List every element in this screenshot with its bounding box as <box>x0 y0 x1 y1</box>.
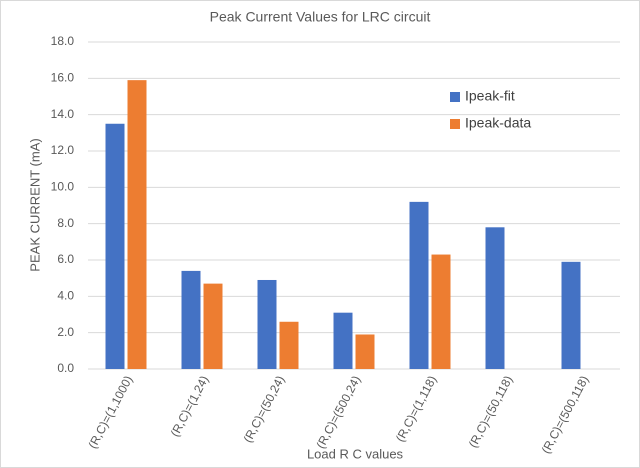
y-tick-label: 2.0 <box>57 325 74 339</box>
bar <box>333 312 353 369</box>
bar <box>355 334 375 369</box>
legend-label: Ipeak-data <box>465 115 531 131</box>
bar <box>257 279 277 369</box>
y-axis-label: PEAK CURRENT (mA) <box>27 138 42 271</box>
y-tick-label: 0.0 <box>57 361 74 375</box>
y-tick-label: 10.0 <box>51 180 75 194</box>
bar <box>409 201 429 369</box>
y-tick-label: 18.0 <box>51 34 75 48</box>
chart-title: Peak Current Values for LRC circuit <box>210 9 431 25</box>
bar <box>431 254 451 369</box>
legend-swatch <box>450 92 460 102</box>
bar <box>485 227 505 369</box>
bar <box>279 321 299 369</box>
legend-label: Ipeak-fit <box>465 88 515 104</box>
x-axis-label: Load R C values <box>307 446 404 461</box>
legend-swatch <box>450 119 460 129</box>
y-tick-label: 16.0 <box>51 71 75 85</box>
bar <box>203 283 223 369</box>
y-tick-label: 8.0 <box>57 216 74 230</box>
bar <box>181 270 201 369</box>
bar <box>561 261 581 369</box>
bar <box>105 123 125 369</box>
bar <box>127 80 147 370</box>
y-tick-label: 4.0 <box>57 289 74 303</box>
y-tick-label: 14.0 <box>51 107 75 121</box>
y-tick-label: 6.0 <box>57 252 74 266</box>
y-tick-label: 12.0 <box>51 143 75 157</box>
